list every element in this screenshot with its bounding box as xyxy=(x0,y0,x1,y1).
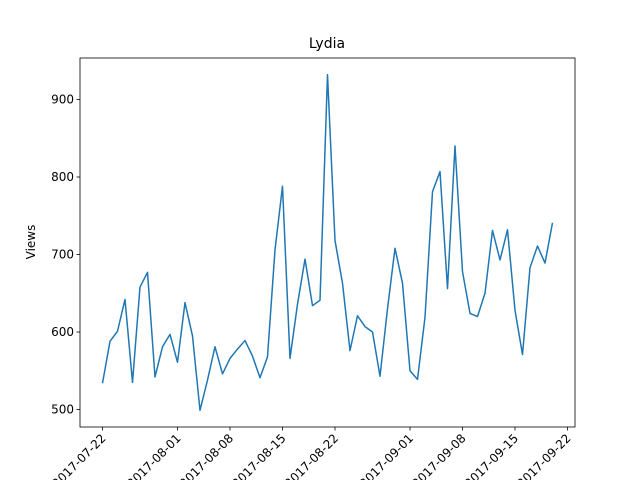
x-tick-label: 2017-07-22 xyxy=(49,431,108,480)
x-tick-label: 2017-09-01 xyxy=(357,431,416,480)
y-tick-label: 900 xyxy=(51,92,74,106)
line-series xyxy=(101,73,554,412)
y-axis-label: Views xyxy=(24,225,38,260)
y-tick-label: 800 xyxy=(51,170,74,184)
x-tick-label: 2017-09-22 xyxy=(514,431,573,480)
x-tick-label: 2017-08-22 xyxy=(282,431,341,480)
y-tick-label: 700 xyxy=(51,248,74,262)
chart-title: Lydia xyxy=(309,36,345,52)
x-tick-label: 2017-09-08 xyxy=(409,431,468,480)
x-tick-label: 2017-08-15 xyxy=(229,431,288,480)
x-tick-label: 2017-09-15 xyxy=(462,431,521,480)
x-tick-label: 2017-08-08 xyxy=(177,431,236,480)
plot-frame xyxy=(79,57,576,428)
y-tick-label: 600 xyxy=(51,325,74,339)
x-tick-label: 2017-08-01 xyxy=(124,431,183,480)
y-tick-label: 500 xyxy=(51,403,74,417)
